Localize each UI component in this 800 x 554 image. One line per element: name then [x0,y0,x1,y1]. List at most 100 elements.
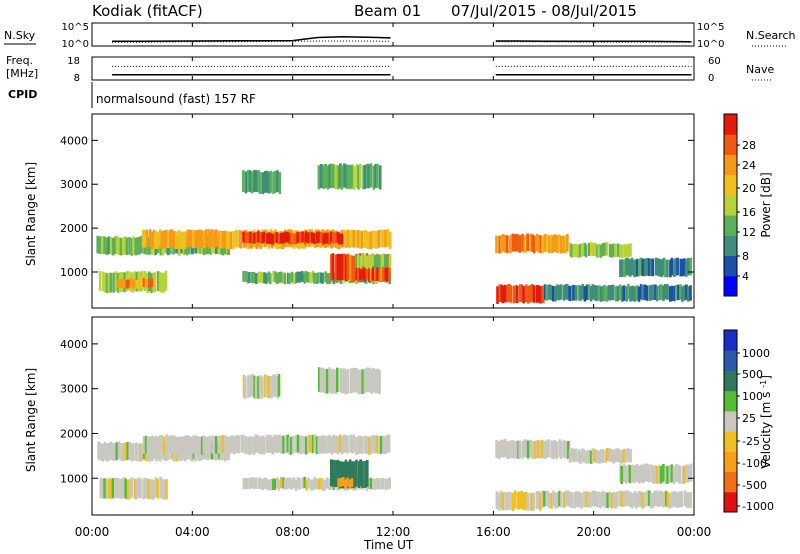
heatmap-cell [254,376,258,399]
heatmap-cell [593,242,597,256]
heatmap-cell [670,464,674,483]
heatmap-cell [361,461,364,488]
heatmap-cell [344,459,348,487]
heatmap-cell [369,231,373,249]
heatmap-cell [359,163,362,188]
xtick-label: 00:00 [677,525,712,539]
heatmap-cell [97,441,100,460]
velocity-colorbar-tick: 1000 [742,347,770,360]
heatmap-cell [365,436,369,455]
heatmap-cell [659,490,663,507]
colorbar-swatch [724,350,737,371]
velocity-panel: 4000 3000 2000 1000 Slant Range [km] [24,316,695,516]
heatmap-cell [134,237,137,256]
noise-panel: N.Sky 10^5 10^0 10^5 10^0 N.Search [4,22,796,50]
heatmap-cell [564,235,567,254]
heatmap-cell [369,436,373,454]
heatmap-cell [225,437,228,455]
heatmap-cell [190,229,194,248]
heatmap-cell [641,258,645,277]
heatmap-cell [630,257,634,276]
heatmap-cell [313,434,316,453]
heatmap-cell [591,284,595,300]
power-colorbar-label: Power [dB] [759,172,773,237]
heatmap-cell [250,272,254,283]
heatmap-cell [623,244,626,258]
heatmap-cell [370,369,373,394]
heatmap-cell [263,272,266,284]
heatmap-cell [105,273,109,294]
heatmap-cell [146,436,150,455]
heatmap-cell [101,236,104,254]
heatmap-cell [246,477,249,490]
heatmap-cell [109,441,113,460]
heatmap-cell [366,459,369,487]
heatmap-cell [641,284,644,301]
heatmap-cell [128,237,131,255]
heatmap-cell [522,285,525,304]
heatmap-cell [512,493,515,511]
heatmap-cell [269,273,272,285]
heatmap-cell [545,440,548,459]
heatmap-cell [520,284,524,302]
heatmap-cell [123,477,126,498]
power-colorbar-tick: 20 [742,182,756,195]
heatmap-cell [346,477,349,487]
heatmap-cell [290,233,293,245]
heatmap-cell [608,491,612,508]
heatmap-cell [635,258,639,277]
heatmap-cell [643,258,647,277]
heatmap-cell [526,492,529,511]
heatmap-cell [232,231,235,249]
heatmap-cell [610,244,613,258]
heatmap-cell [360,230,364,249]
ytick-label: 3000 [60,383,88,396]
heatmap-cell [501,492,505,511]
heatmap-cell [151,231,154,250]
heatmap-cell [657,465,661,484]
heatmap-cell [529,284,532,303]
heatmap-cell [662,463,665,482]
freq-left-tick-bottom: 8 [74,73,80,84]
noise-series-line [112,40,391,43]
heatmap-cell [307,232,310,244]
heatmap-cell [257,376,260,399]
heatmap-cell [589,450,593,464]
heatmap-cell [380,229,383,248]
heatmap-cell [334,435,338,454]
heatmap-cell [275,232,279,244]
nave-label: Nave [746,63,774,76]
heatmap-cell [645,285,649,301]
heatmap-cell [262,231,266,243]
heatmap-cell [377,435,381,454]
heatmap-cell [338,434,342,453]
heatmap-cell [330,253,333,281]
heatmap-cell [112,272,115,293]
heatmap-cell [617,243,620,257]
heatmap-cell [658,491,661,507]
colorbar-swatch [724,114,737,135]
heatmap-cell [325,477,329,489]
heatmap-cell [687,464,690,483]
heatmap-cell [587,450,591,464]
heatmap-cell [371,230,375,248]
heatmap-cell [265,478,268,490]
heatmap-cell [580,492,584,509]
heatmap-cell [280,477,283,489]
heatmap-cell [319,367,323,393]
heatmap-cell [215,229,218,247]
heatmap-cell [679,284,682,300]
heatmap-cell [108,478,111,499]
heatmap-cell [328,233,331,245]
heatmap-cell [294,479,298,491]
colorbar-swatch [724,330,737,351]
heatmap-cell [229,231,233,250]
heatmap-cell [147,478,151,500]
ytick-label: 1000 [60,472,88,485]
heatmap-cell [590,242,593,256]
colorbar-swatch [724,255,737,277]
heatmap-cell [618,284,622,300]
heatmap-cell [302,435,306,454]
heatmap-cell [217,230,221,249]
heatmap-cell [514,490,517,509]
